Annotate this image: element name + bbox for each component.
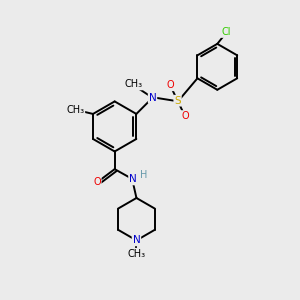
- Text: CH₃: CH₃: [66, 104, 84, 115]
- Text: O: O: [167, 80, 174, 90]
- Text: CH₃: CH₃: [124, 80, 142, 89]
- Text: O: O: [93, 177, 101, 188]
- Text: O: O: [181, 111, 189, 121]
- Text: N: N: [149, 93, 156, 103]
- Text: H: H: [140, 170, 148, 180]
- Text: S: S: [174, 96, 181, 106]
- Text: Cl: Cl: [221, 27, 231, 37]
- Text: N: N: [129, 174, 137, 184]
- Text: N: N: [133, 236, 140, 245]
- Text: CH₃: CH₃: [128, 249, 146, 259]
